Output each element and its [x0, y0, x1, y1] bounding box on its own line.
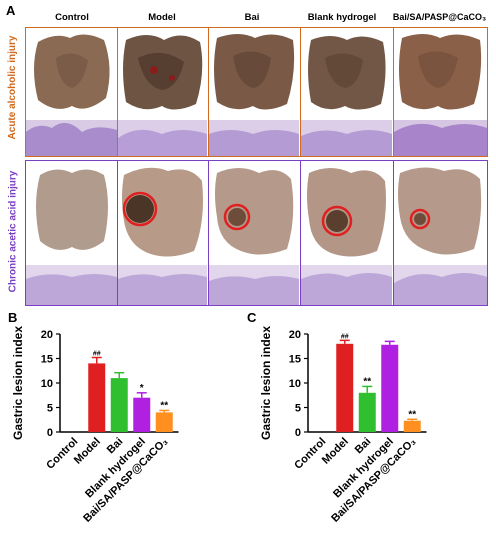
- significance-label: ##: [93, 351, 101, 358]
- x-tick-label: Model: [72, 436, 103, 467]
- acute-injury-image-row: [25, 27, 488, 157]
- acid-injury-image-row: [25, 160, 488, 306]
- panel-label-b: B: [8, 310, 18, 325]
- lesion-circle-icon: [321, 205, 353, 237]
- acid-bai-cell: [208, 161, 300, 305]
- x-tick-label: Model: [320, 436, 351, 467]
- row-label-chronic-acetic-acid-injury: Chronic acetic acid injury: [7, 170, 19, 293]
- bar: [336, 343, 354, 432]
- column-header-blank-hydrogel: Blank hydrogel: [307, 12, 377, 23]
- y-tick-label: 20: [289, 329, 301, 341]
- lesion-circle-icon: [122, 191, 158, 227]
- acute-blank-hydrogel-cell: [300, 28, 393, 156]
- lesion-circle-icon: [409, 208, 431, 230]
- bar: [133, 397, 151, 432]
- y-tick-label: 0: [47, 427, 53, 439]
- column-header-bai-sa-pasp-caco3: Bai/SA/PASP@CaCO₃: [392, 12, 487, 22]
- significance-label: *: [140, 383, 144, 394]
- bar: [155, 412, 173, 432]
- y-tick-label: 0: [295, 427, 301, 439]
- acute-model-cell: [117, 28, 208, 156]
- acid-control-stomach-image: [26, 169, 117, 305]
- y-tick-label: 10: [289, 378, 301, 390]
- acid-control-cell: [26, 161, 117, 305]
- panel-label-c: C: [247, 310, 257, 325]
- significance-label: ##: [341, 333, 349, 340]
- significance-label: **: [408, 409, 416, 420]
- bar: [403, 420, 421, 432]
- acute-model-stomach-image: [118, 35, 207, 156]
- acid-model-cell: [117, 161, 208, 305]
- acid-blank-hydrogel-cell: [300, 161, 393, 305]
- column-header-bai: Bai: [244, 12, 260, 23]
- bar: [381, 344, 399, 432]
- panel-label-a: A: [6, 3, 16, 18]
- y-tick-label: 20: [41, 329, 53, 341]
- y-tick-label: 15: [289, 354, 301, 366]
- acid-blank-hydrogel-stomach-image: [301, 168, 392, 305]
- acid-bai-sa-pasp-caco3-cell: [393, 161, 489, 305]
- acid-bai-sa-pasp-caco3-stomach-image: [394, 167, 487, 305]
- significance-label: **: [363, 376, 371, 387]
- significance-label: **: [160, 400, 168, 411]
- acute-control-stomach-image: [26, 34, 117, 156]
- acute-control-cell: [26, 28, 117, 156]
- acute-bai-cell: [208, 28, 300, 156]
- y-tick-label: 5: [295, 403, 301, 415]
- acute-bai-stomach-image: [209, 34, 299, 156]
- y-axis-label: Gastric lesion index: [11, 326, 25, 440]
- bar: [358, 392, 376, 432]
- bar: [110, 378, 128, 432]
- y-tick-label: 10: [41, 378, 53, 390]
- y-axis-label: Gastric lesion index: [259, 326, 273, 440]
- column-header-model: Model: [148, 12, 176, 23]
- row-label-acute-alcoholic-injury: Acute alcoholic injury: [7, 35, 18, 140]
- acid-model-stomach-image: [118, 167, 207, 305]
- acute-bai-sa-pasp-caco3-stomach-image: [394, 34, 487, 156]
- acid-bai-stomach-image: [209, 168, 299, 305]
- acute-blank-hydrogel-stomach-image: [301, 36, 392, 156]
- y-tick-label: 5: [47, 403, 53, 415]
- bar: [88, 363, 106, 432]
- acute-bai-sa-pasp-caco3-cell: [393, 28, 489, 156]
- column-header-control: Control: [55, 12, 89, 23]
- lesion-circle-icon: [223, 203, 251, 231]
- y-tick-label: 15: [41, 354, 53, 366]
